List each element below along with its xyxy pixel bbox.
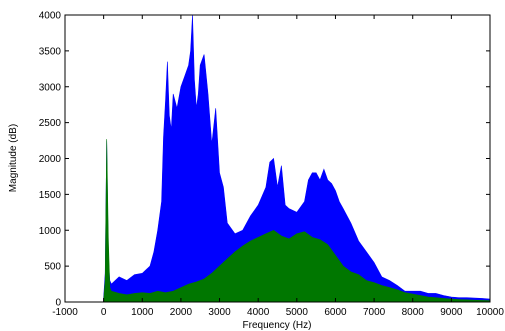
- y-tick-label: 2000: [39, 154, 62, 165]
- x-tick-label: 0: [101, 307, 107, 318]
- y-tick-label: 0: [55, 298, 61, 309]
- x-axis-title: Frequency (Hz): [243, 320, 312, 331]
- y-axis: 0 500 1000 1500 2000 2500 3000 3500 4000: [39, 11, 490, 309]
- x-tick-label: 3000: [208, 307, 231, 318]
- x-tick-label: 2000: [170, 307, 193, 318]
- x-tick-label: 8000: [402, 307, 425, 318]
- series-1-area: [103, 15, 490, 302]
- x-tick-label: 6000: [324, 307, 347, 318]
- x-tick-label: -1000: [52, 307, 78, 318]
- x-axis: -1000 0 1000 2000 3000 4000 5000 6000 7000 8000 90…: [52, 15, 504, 318]
- y-tick-label: 3500: [39, 46, 62, 57]
- series-2-area: [103, 139, 490, 302]
- y-tick-label: 4000: [39, 11, 62, 22]
- y-tick-label: 500: [44, 262, 61, 273]
- y-tick-label: 2500: [39, 118, 62, 129]
- x-tick-label: 4000: [247, 307, 270, 318]
- y-tick-label: 1000: [39, 226, 62, 237]
- x-tick-label: 5000: [286, 307, 309, 318]
- series-layer: [103, 15, 490, 302]
- y-tick-label: 3000: [39, 82, 62, 93]
- x-tick-label: 7000: [363, 307, 386, 318]
- x-tick-label: 1000: [131, 307, 154, 318]
- x-tick-label: 10000: [476, 307, 504, 318]
- y-axis-title: Magnitude (dB): [8, 124, 19, 192]
- x-tick-label: 9000: [440, 307, 463, 318]
- y-tick-label: 1500: [39, 190, 62, 201]
